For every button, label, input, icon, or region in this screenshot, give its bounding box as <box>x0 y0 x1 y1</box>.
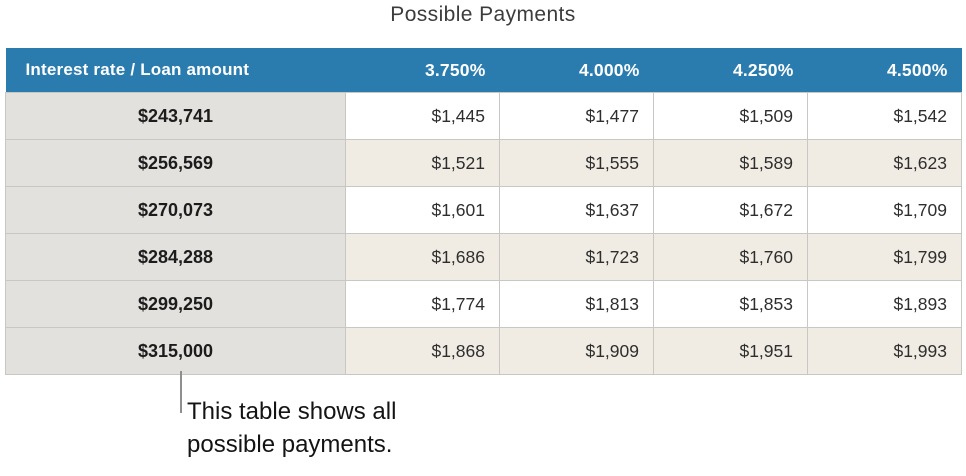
table-row: $256,569 $1,521 $1,555 $1,589 $1,623 <box>5 139 962 187</box>
payment-cell: $1,672 <box>653 186 808 234</box>
payment-cell: $1,542 <box>807 92 962 140</box>
payment-cell: $1,951 <box>653 327 808 375</box>
payment-cell: $1,445 <box>345 92 500 140</box>
loan-amount-cell: $315,000 <box>5 327 346 375</box>
corner-header: Interest rate / Loan amount <box>5 48 346 93</box>
table-row: $243,741 $1,445 $1,477 $1,509 $1,542 <box>5 92 962 140</box>
payment-cell: $1,555 <box>499 139 654 187</box>
loan-amount-cell: $299,250 <box>5 280 346 328</box>
payment-cell: $1,589 <box>653 139 808 187</box>
loan-amount-cell: $243,741 <box>5 92 346 140</box>
rate-header-4250: 4.250% <box>653 48 808 93</box>
table-row: $299,250 $1,774 $1,813 $1,853 $1,893 <box>5 280 962 328</box>
payment-cell: $1,509 <box>653 92 808 140</box>
table-row: $270,073 $1,601 $1,637 $1,672 $1,709 <box>5 186 962 234</box>
payment-cell: $1,909 <box>499 327 654 375</box>
payment-cell: $1,993 <box>807 327 962 375</box>
payment-cell: $1,601 <box>345 186 500 234</box>
possible-payments-table: Interest rate / Loan amount 3.750% 4.000… <box>5 48 962 375</box>
payment-cell: $1,853 <box>653 280 808 328</box>
table-row: $284,288 $1,686 $1,723 $1,760 $1,799 <box>5 233 962 281</box>
header-row: Interest rate / Loan amount 3.750% 4.000… <box>5 48 962 93</box>
rate-header-4500: 4.500% <box>807 48 962 93</box>
payment-cell: $1,477 <box>499 92 654 140</box>
table-row: $315,000 $1,868 $1,909 $1,951 $1,993 <box>5 327 962 375</box>
callout-connector-line <box>180 371 182 413</box>
payment-cell: $1,623 <box>807 139 962 187</box>
table-title: Possible Payments <box>390 3 576 26</box>
payment-cell: $1,760 <box>653 233 808 281</box>
loan-amount-cell: $256,569 <box>5 139 346 187</box>
callout-text: This table shows all possible payments. <box>187 398 397 458</box>
payment-cell: $1,637 <box>499 186 654 234</box>
payment-cell: $1,709 <box>807 186 962 234</box>
payment-cell: $1,723 <box>499 233 654 281</box>
loan-amount-cell: $270,073 <box>5 186 346 234</box>
payment-cell: $1,868 <box>345 327 500 375</box>
payment-cell: $1,521 <box>345 139 500 187</box>
loan-amount-cell: $284,288 <box>5 233 346 281</box>
rate-header-4000: 4.000% <box>499 48 654 93</box>
payment-cell: $1,813 <box>499 280 654 328</box>
payment-cell: $1,799 <box>807 233 962 281</box>
payment-cell: $1,774 <box>345 280 500 328</box>
rate-header-3750: 3.750% <box>345 48 500 93</box>
payment-cell: $1,893 <box>807 280 962 328</box>
payment-cell: $1,686 <box>345 233 500 281</box>
